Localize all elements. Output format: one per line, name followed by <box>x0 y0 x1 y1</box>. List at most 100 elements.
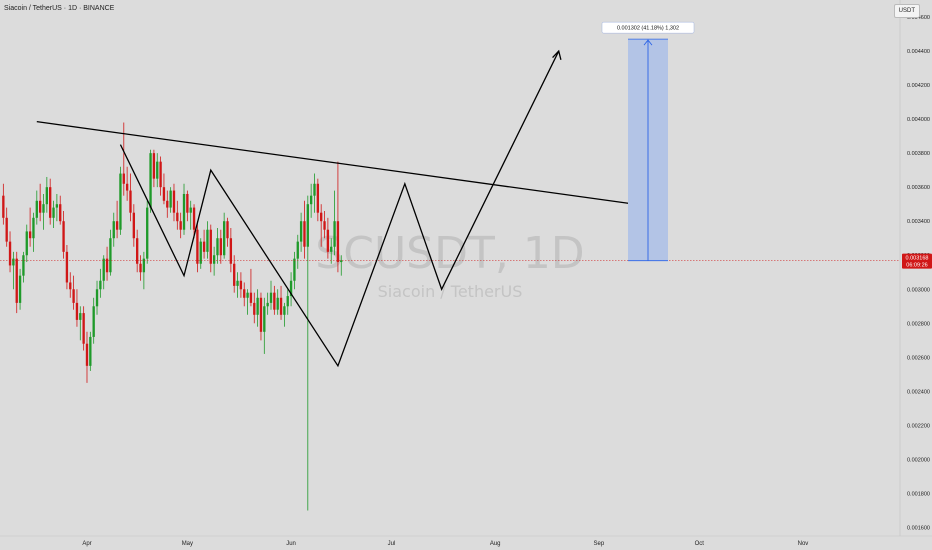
candle <box>125 183 129 191</box>
candle <box>222 221 226 256</box>
candle <box>45 187 49 205</box>
y-tick-label: 0.002200 <box>907 423 930 429</box>
candle <box>32 217 35 239</box>
candle <box>38 200 42 213</box>
candle <box>249 292 253 303</box>
candle <box>75 302 79 320</box>
candle <box>162 187 166 201</box>
candle <box>306 204 309 247</box>
y-tick-label: 0.003400 <box>907 219 930 225</box>
candle <box>286 296 289 307</box>
x-tick-label: Jun <box>286 541 296 547</box>
candle <box>336 221 340 263</box>
y-tick-label: 0.004000 <box>907 117 930 123</box>
candle <box>236 280 239 286</box>
current-price-value: 0.003168 <box>906 256 929 262</box>
candle <box>293 258 296 281</box>
candle <box>182 193 186 230</box>
candle <box>212 255 216 264</box>
candle <box>55 204 59 208</box>
y-tick-label: 0.002600 <box>907 355 930 361</box>
currency-button[interactable]: USDT <box>893 4 920 18</box>
candle <box>196 229 199 264</box>
price-axis[interactable] <box>900 0 932 550</box>
candle <box>95 289 99 307</box>
y-tick-label: 0.004600 <box>907 15 930 21</box>
y-tick-label: 0.003800 <box>907 151 930 157</box>
candle <box>119 173 122 230</box>
candle <box>189 207 192 213</box>
candle <box>62 221 65 252</box>
candle <box>326 229 330 252</box>
candle <box>89 336 92 366</box>
candle <box>263 306 266 332</box>
x-tick-label: Aug <box>490 541 501 547</box>
y-tick-label: 0.004200 <box>907 83 930 89</box>
y-tick-label: 0.003600 <box>907 185 930 191</box>
candle <box>146 207 149 259</box>
candle <box>320 212 323 222</box>
candle <box>172 190 176 213</box>
watermark-name: Siacoin / TetherUS <box>378 282 523 301</box>
candle <box>72 289 75 303</box>
candle <box>109 238 112 273</box>
candle <box>192 207 196 230</box>
candle <box>85 343 89 366</box>
candle <box>156 161 159 179</box>
candle <box>5 217 8 242</box>
candle <box>152 153 156 179</box>
pattern-arrow-head <box>552 49 562 60</box>
candle <box>12 258 15 266</box>
candle <box>303 221 306 247</box>
current-price-tag[interactable] <box>902 253 932 269</box>
y-tick-label: 0.001600 <box>907 525 930 531</box>
candle <box>209 229 212 264</box>
pattern-zigzag[interactable] <box>119 50 560 368</box>
y-tick-label: 0.002000 <box>907 457 930 463</box>
candle <box>246 292 249 298</box>
candle <box>149 153 152 208</box>
candle <box>256 297 259 315</box>
candle <box>299 221 303 242</box>
candle <box>8 241 12 266</box>
candle <box>239 280 243 290</box>
resistance-trendline[interactable] <box>36 121 630 204</box>
y-tick-label: 0.002400 <box>907 389 930 395</box>
candle <box>253 302 256 315</box>
y-tick-label: 0.001800 <box>907 491 930 497</box>
candle <box>216 238 219 256</box>
chart-title: Siacoin / TetherUS · 1D · BINANCE <box>4 5 115 12</box>
candle <box>15 258 18 303</box>
candle <box>323 221 326 230</box>
candle <box>283 306 286 315</box>
candle <box>176 212 179 222</box>
candle <box>229 238 233 264</box>
candle <box>59 204 62 222</box>
candle <box>69 282 72 290</box>
y-tick-label: 0.002800 <box>907 321 930 327</box>
candle <box>139 263 142 273</box>
candle <box>309 195 313 205</box>
candle <box>266 302 269 307</box>
candle <box>159 161 162 188</box>
candle <box>105 258 109 273</box>
candle <box>199 241 202 264</box>
candle <box>115 221 119 230</box>
candle <box>136 238 139 264</box>
measure-label-box <box>601 21 695 34</box>
candle <box>269 292 273 303</box>
candle <box>333 221 336 247</box>
x-tick-label: Oct <box>695 541 705 547</box>
candle <box>28 231 32 239</box>
candle <box>226 221 229 239</box>
candle <box>92 306 95 337</box>
candle <box>142 258 146 273</box>
candle <box>296 241 299 259</box>
measure-label: 0.001302 (41.18%) 1,302 <box>617 26 679 32</box>
x-tick-label: Jul <box>388 541 396 547</box>
candle <box>18 275 22 303</box>
candle <box>122 173 125 184</box>
candle <box>25 231 28 256</box>
candle <box>206 229 209 252</box>
